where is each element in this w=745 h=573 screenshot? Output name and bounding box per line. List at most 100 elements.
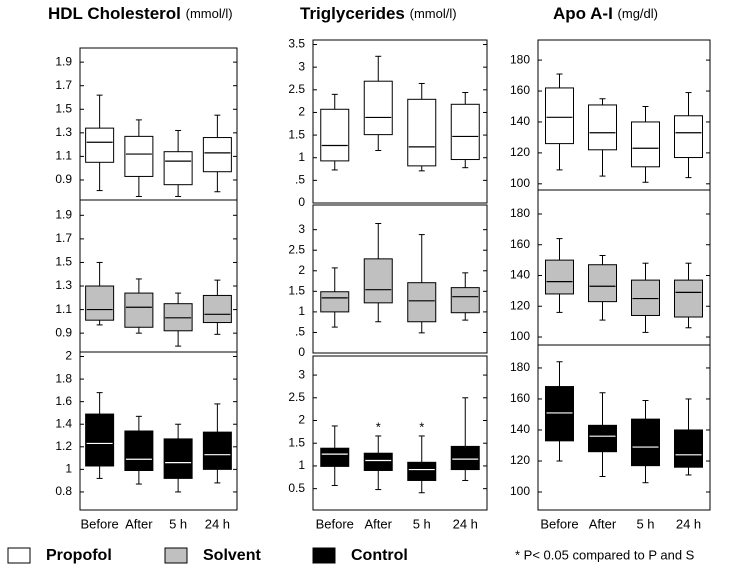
y-tick-label: 0.5 xyxy=(288,481,305,495)
panel-frame xyxy=(79,351,238,511)
y-tick-label: 1.7 xyxy=(55,78,72,92)
y-tick-label: 180 xyxy=(510,52,530,66)
y-tick-label: 0 xyxy=(298,195,305,209)
x-tick-label: 5 h xyxy=(636,516,654,531)
x-tick-label: 24 h xyxy=(205,516,230,531)
box xyxy=(588,264,617,303)
y-tick-label: 1.4 xyxy=(55,416,72,430)
box xyxy=(124,430,154,471)
y-tick-label: 3 xyxy=(298,367,305,381)
y-tick-label: 3 xyxy=(298,59,305,73)
y-tick-label: 0.9 xyxy=(55,325,72,339)
box xyxy=(674,279,703,318)
box xyxy=(450,287,480,314)
y-tick-label: 1.7 xyxy=(55,231,72,245)
box xyxy=(407,461,437,481)
y-tick-label: 1.1 xyxy=(55,149,72,163)
y-tick-label: 120 xyxy=(510,298,530,312)
subtitle: (mmol/l) xyxy=(186,6,233,21)
y-tick-label: 140 xyxy=(510,268,530,282)
y-tick-label: 120 xyxy=(510,145,530,159)
y-tick-label: 140 xyxy=(510,422,530,436)
x-tick-label: Before xyxy=(80,516,118,531)
box xyxy=(124,292,154,328)
y-tick-label: 1.9 xyxy=(55,54,72,68)
y-tick-label: 3.5 xyxy=(288,37,305,51)
y-tick-label: 1 xyxy=(65,462,72,476)
box xyxy=(320,108,350,162)
box xyxy=(588,424,617,453)
column-title: Triglycerides (mmol/l) xyxy=(300,4,457,23)
x-tick-label: After xyxy=(589,516,617,531)
y-tick-label: 2.5 xyxy=(288,242,305,256)
panel-frame xyxy=(312,39,488,204)
box xyxy=(674,115,703,159)
y-tick-label: 1 xyxy=(298,150,305,164)
y-tick-label: 1.3 xyxy=(55,278,72,292)
y-tick-label: 2 xyxy=(298,263,305,277)
y-tick-label: .5 xyxy=(295,325,305,339)
box xyxy=(407,282,437,323)
y-tick-label: 120 xyxy=(510,453,530,467)
x-tick-label: Before xyxy=(540,516,578,531)
box xyxy=(363,80,393,136)
x-tick-label: After xyxy=(365,516,393,531)
box xyxy=(588,104,617,151)
y-tick-label: 1.5 xyxy=(288,284,305,298)
box xyxy=(85,413,115,467)
x-tick-label: 24 h xyxy=(676,516,701,531)
box xyxy=(631,418,660,467)
x-tick-label: 5 h xyxy=(413,516,431,531)
y-tick-label: 1 xyxy=(298,458,305,472)
title: Triglycerides xyxy=(300,4,405,23)
box xyxy=(545,386,574,442)
y-tick-label: 180 xyxy=(510,206,530,220)
box xyxy=(85,285,115,321)
box xyxy=(163,438,193,479)
y-tick-label: 1.5 xyxy=(288,127,305,141)
y-tick-label: .5 xyxy=(295,173,305,187)
panel-frame xyxy=(312,204,488,354)
y-tick-label: 1.5 xyxy=(55,255,72,269)
annotation: * xyxy=(419,419,424,434)
annotation: * xyxy=(376,419,381,434)
panel-frame xyxy=(79,199,238,353)
box xyxy=(363,258,393,304)
y-tick-label: 1.8 xyxy=(55,371,72,385)
legend-swatch xyxy=(7,547,31,564)
y-tick-label: 1.3 xyxy=(55,125,72,139)
box xyxy=(674,429,703,468)
y-tick-label: 2.5 xyxy=(288,390,305,404)
panel-frame xyxy=(79,47,238,201)
subtitle: (mg/dl) xyxy=(618,6,658,21)
y-tick-label: 1 xyxy=(298,304,305,318)
box xyxy=(320,447,350,467)
box xyxy=(202,294,232,324)
title: Apo A-I xyxy=(553,4,613,23)
box xyxy=(320,291,350,313)
subtitle: (mmol/l) xyxy=(410,6,457,21)
y-tick-label: 1.5 xyxy=(55,101,72,115)
box xyxy=(450,445,480,471)
legend-label: Propofol xyxy=(46,547,112,564)
box xyxy=(631,121,660,168)
title: HDL Cholesterol xyxy=(48,4,181,23)
y-tick-label: 100 xyxy=(510,329,530,343)
y-tick-label: 2 xyxy=(298,105,305,119)
y-tick-label: 1.1 xyxy=(55,302,72,316)
y-tick-label: 160 xyxy=(510,83,530,97)
x-tick-label: 24 h xyxy=(453,516,478,531)
y-tick-label: 100 xyxy=(510,176,530,190)
y-tick-label: 0.9 xyxy=(55,172,72,186)
y-tick-label: 2 xyxy=(298,413,305,427)
column-title: Apo A-I (mg/dl) xyxy=(553,4,658,23)
x-tick-label: After xyxy=(125,516,153,531)
y-tick-label: 3 xyxy=(298,222,305,236)
box xyxy=(202,431,232,470)
x-tick-label: 5 h xyxy=(169,516,187,531)
panel-frame xyxy=(312,355,488,511)
panel-frame xyxy=(537,344,711,511)
legend-label: Control xyxy=(351,547,408,564)
column-title: HDL Cholesterol (mmol/l) xyxy=(48,4,233,23)
